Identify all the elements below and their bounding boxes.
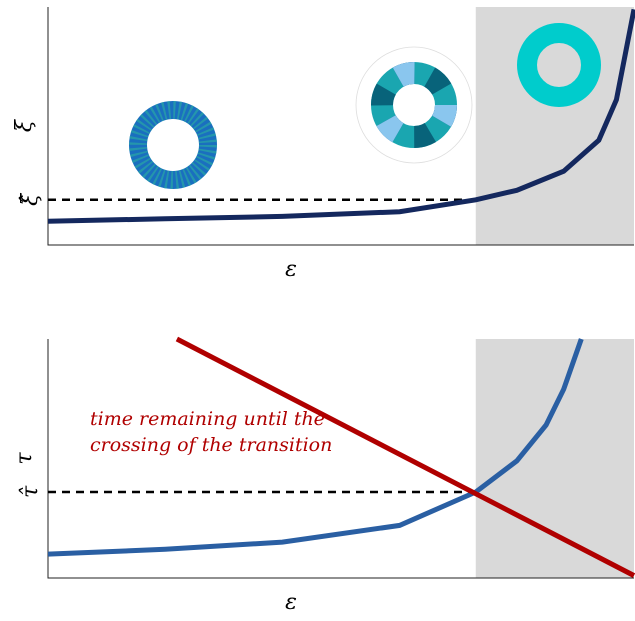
curve (175, 336, 635, 578)
y-axis-label: ξ (12, 118, 37, 132)
segmented-ring-part (371, 62, 457, 148)
y-axis-label: τ (12, 452, 37, 465)
y-tick-label: ξ̂ (18, 192, 43, 206)
segmented-ring-part (371, 62, 457, 148)
annotation: time remaining until the (90, 408, 325, 430)
axes (47, 339, 634, 579)
annotation: crossing of the transition (90, 434, 332, 456)
axes (47, 7, 634, 246)
x-axis-label: ε (285, 257, 297, 282)
noisy-ring-texture (129, 101, 217, 189)
curve (47, 8, 635, 224)
x-axis-label: ε (285, 590, 297, 615)
shaded-region (475, 339, 634, 578)
ring-insets (128, 23, 601, 190)
cyan-ring (517, 23, 601, 107)
y-tick-label: τ̂ (18, 485, 43, 498)
